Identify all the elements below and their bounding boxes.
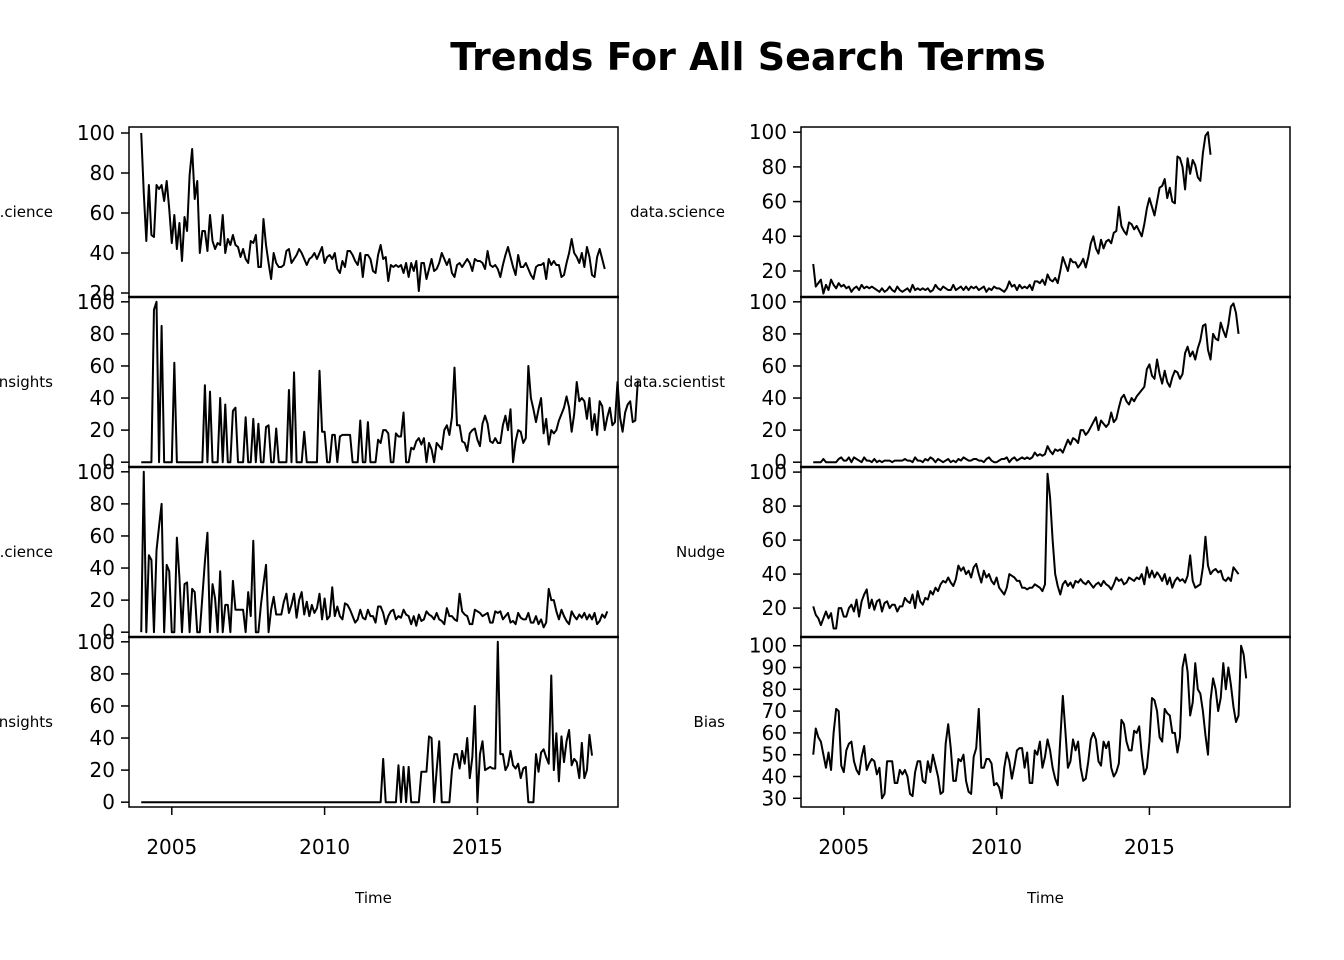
- x-tick-label: 2015: [452, 835, 503, 859]
- y-tick-label: 100: [749, 460, 787, 484]
- y-tick-label: 0: [102, 450, 115, 474]
- y-tick-label: 40: [90, 556, 115, 580]
- y-tick-label: 0: [102, 620, 115, 644]
- y-tick-label: 40: [762, 386, 787, 410]
- chart-column-1: 20 40 60 80 100 ...cience 0 20 40 60 80 100 ...nsigh…: [0, 121, 639, 907]
- series-name-label: ...nsights: [0, 713, 53, 731]
- chart-columns: 20 40 60 80 100 ...cience 0 20 40 60 80 100 ...nsigh…: [0, 120, 1291, 907]
- x-tick-label: 2010: [971, 835, 1022, 859]
- panel-2: 0 20 40 60 80 100 ...nsights: [0, 290, 639, 474]
- y-tick-label: 90: [762, 656, 787, 680]
- series-line: [141, 640, 594, 804]
- y-tick-label: 60: [762, 190, 787, 214]
- y-tick-label: 60: [90, 354, 115, 378]
- x-tick-label: 2005: [818, 835, 869, 859]
- series-name-label: ...cience: [0, 543, 53, 561]
- y-tick-label: 100: [77, 290, 115, 314]
- y-tick-label: 80: [762, 677, 787, 701]
- series-line: [812, 472, 1240, 630]
- y-tick-label: 60: [762, 721, 787, 745]
- y-tick-label: 20: [762, 259, 787, 283]
- x-axis-title: Time: [354, 889, 392, 907]
- series-line: [812, 131, 1212, 295]
- series-line: [813, 302, 1240, 464]
- series-name-label: data.science: [630, 203, 725, 221]
- panel-3: 20 40 60 80 100 Nudge: [676, 460, 1291, 630]
- y-tick-label: 80: [90, 322, 115, 346]
- panel-4: 0 20 40 60 80 100 ...nsights: [0, 630, 619, 814]
- y-tick-label: 100: [77, 630, 115, 654]
- y-tick-label: 40: [90, 386, 115, 410]
- y-tick-label: 60: [762, 354, 787, 378]
- panel-2: 0 20 40 60 80 100 data.scientist: [624, 290, 1291, 474]
- panel-1: 20 40 60 80 100 ...cience: [0, 121, 606, 305]
- series-line: [140, 470, 609, 634]
- y-tick-label: 40: [762, 224, 787, 248]
- y-tick-label: 40: [762, 562, 787, 586]
- y-tick-label: 50: [762, 743, 787, 767]
- x-tick-label: 2005: [146, 835, 197, 859]
- y-tick-label: 40: [90, 726, 115, 750]
- y-tick-label: 40: [90, 241, 115, 265]
- y-tick-label: 20: [90, 758, 115, 782]
- y-tick-label: 60: [762, 528, 787, 552]
- panel-1: 20 40 60 80 100 data.science: [630, 120, 1212, 295]
- series-name-label: data.scientist: [624, 373, 725, 391]
- series-name-label: Nudge: [676, 543, 725, 561]
- x-axis-title: Time: [1026, 889, 1064, 907]
- y-tick-label: 0: [774, 450, 787, 474]
- y-tick-label: 80: [762, 322, 787, 346]
- series-name-label: ...cience: [0, 203, 53, 221]
- y-tick-label: 80: [762, 155, 787, 179]
- series-line: [141, 300, 639, 464]
- y-tick-label: 70: [762, 699, 787, 723]
- y-tick-label: 100: [77, 460, 115, 484]
- chart-column-2: 20 40 60 80 100 data.science 0 20 40 60 80 100 data.…: [624, 120, 1291, 907]
- y-tick-label: 80: [90, 492, 115, 516]
- y-tick-label: 40: [762, 764, 787, 788]
- series-name-label: ...nsights: [0, 373, 53, 391]
- y-tick-label: 30: [762, 786, 787, 810]
- y-tick-label: 80: [762, 494, 787, 518]
- y-tick-label: 20: [762, 596, 787, 620]
- y-tick-label: 80: [90, 161, 115, 185]
- x-tick-label: 2015: [1124, 835, 1175, 859]
- y-tick-label: 20: [90, 281, 115, 305]
- series-name-label: Bias: [694, 713, 726, 731]
- y-tick-label: 100: [749, 120, 787, 144]
- y-tick-label: 20: [90, 588, 115, 612]
- y-tick-label: 100: [749, 290, 787, 314]
- y-tick-label: 0: [102, 790, 115, 814]
- x-tick-label: 2010: [299, 835, 350, 859]
- series-line: [812, 644, 1248, 800]
- y-tick-label: 80: [90, 662, 115, 686]
- y-tick-label: 20: [762, 418, 787, 442]
- y-tick-label: 100: [77, 121, 115, 145]
- y-tick-label: 60: [90, 694, 115, 718]
- y-tick-label: 60: [90, 201, 115, 225]
- series-line: [140, 132, 606, 292]
- y-tick-label: 60: [90, 524, 115, 548]
- y-tick-label: 20: [90, 418, 115, 442]
- chart-title: Trends For All Search Terms: [450, 35, 1045, 79]
- y-tick-label: 100: [749, 634, 787, 658]
- panel-3: 0 20 40 60 80 100 ...cience: [0, 460, 619, 644]
